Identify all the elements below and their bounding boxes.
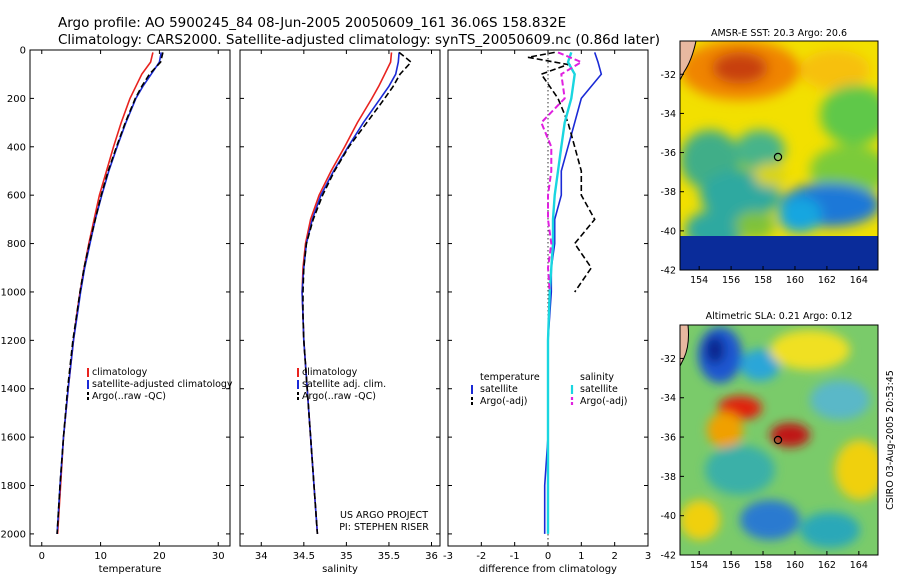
- salinity-series-line: [301, 52, 400, 534]
- depth-tick-label: 1800: [1, 481, 26, 492]
- sla-map-lat-label: -40: [660, 511, 676, 522]
- difference-x-tick-label: 3: [645, 551, 651, 562]
- sst-map-lat-label: -36: [660, 148, 676, 159]
- difference-x-tick-label: -1: [510, 551, 520, 562]
- sla-map-lat-label: -38: [660, 472, 676, 483]
- sst-map-lat-label: -32: [660, 70, 676, 81]
- difference-legend-right-label: satellite: [580, 384, 618, 395]
- difference-x-tick-label: -3: [443, 551, 453, 562]
- salinity-panel: salinity US ARGO PROJECT PI: STEPHEN RIS…: [239, 49, 441, 575]
- temperature-series-line: [56, 52, 154, 534]
- salinity-legend-label: Argo(..raw -QC): [302, 391, 376, 402]
- sla-map-lon-label: 156: [722, 560, 740, 571]
- sst-map-title: AMSR-E SST: 20.3 Argo: 20.6: [711, 28, 847, 39]
- difference-legend-right-label: Argo(-adj): [580, 396, 627, 407]
- difference-x-tick-label: -2: [476, 551, 486, 562]
- salinity-series-line: [302, 51, 413, 534]
- depth-tick-label: 0: [20, 46, 26, 57]
- header-line-1: Argo profile: AO 5900245_84 08-Jun-2005 …: [58, 15, 566, 31]
- depth-tick-label: 1400: [1, 384, 26, 395]
- sst-map-lon-label: 154: [690, 275, 708, 286]
- salinity-axes-frame: [239, 49, 441, 547]
- sla-map-lon-label: 164: [850, 560, 868, 571]
- footer-credit: CSIRO 03-Aug-2005 20:53:45: [885, 370, 896, 510]
- depth-tick-label: 400: [7, 142, 26, 153]
- salinity-x-tick-label: 34.5: [293, 551, 315, 562]
- salinity-series-line: [301, 52, 393, 534]
- sst-float-marker: [773, 152, 783, 162]
- sla-map-image: [680, 325, 878, 555]
- difference-x-tick-label: 1: [578, 551, 584, 562]
- temperature-legend-label: satellite-adjusted climatology: [92, 379, 233, 390]
- sst-map-lat-label: -42: [660, 266, 676, 277]
- temperature-panel: temperature: [29, 49, 231, 575]
- difference-x-tick-label: 0: [545, 551, 551, 562]
- temperature-series-line: [56, 52, 162, 534]
- salinity-x-tick-label: 35: [340, 551, 353, 562]
- sla-map-lon-label: 154: [690, 560, 708, 571]
- sst-map-lat-label: -34: [660, 109, 676, 120]
- sst-map-panel: AMSR-E SST: 20.3 Argo: 20.6: [679, 28, 879, 271]
- temperature-axes-frame: [29, 49, 231, 547]
- sla-map-lat-label: -42: [660, 551, 676, 562]
- sla-float-marker: [773, 435, 783, 445]
- sst-map-lat-label: -38: [660, 187, 676, 198]
- salinity-legend-label: satellite adj. clim.: [302, 379, 386, 390]
- temperature-x-tick-label: 10: [94, 551, 107, 562]
- temperature-xlabel: temperature: [99, 564, 162, 575]
- salinity-x-tick-label: 36: [425, 551, 438, 562]
- difference-legend-left-label: Argo(-adj): [480, 396, 527, 407]
- sla-map-lon-label: 158: [754, 560, 772, 571]
- salinity-x-tick-label: 35.5: [378, 551, 400, 562]
- difference-series-line: [540, 51, 584, 293]
- difference-legend-right-label: salinity: [580, 372, 614, 383]
- sla-map-lat-label: -36: [660, 433, 676, 444]
- temperature-x-tick-label: 0: [39, 551, 45, 562]
- temperature-x-tick-label: 30: [212, 551, 225, 562]
- difference-x-tick-label: 2: [611, 551, 617, 562]
- salinity-xlabel: salinity: [322, 564, 358, 575]
- depth-tick-label: 200: [7, 94, 26, 105]
- depth-tick-label: 2000: [1, 529, 26, 540]
- salinity-legend-label: climatology: [302, 367, 358, 378]
- sla-map-lat-label: -32: [660, 354, 676, 365]
- sst-map-image: [680, 41, 878, 270]
- sst-map-lon-label: 160: [786, 275, 804, 286]
- sst-map-lat-label: -40: [660, 226, 676, 237]
- temperature-legend-label: Argo(..raw -QC): [92, 391, 166, 402]
- sla-map-lat-label: -34: [660, 393, 676, 404]
- sla-map-lon-label: 162: [818, 560, 836, 571]
- depth-tick-label: 800: [7, 239, 26, 250]
- sst-map-lon-label: 156: [722, 275, 740, 286]
- difference-series-line: [546, 52, 576, 534]
- pi-label: PI: STEPHEN RISER: [339, 522, 429, 533]
- difference-series-line: [543, 52, 603, 534]
- temperature-legend-label: climatology: [92, 367, 148, 378]
- salinity-x-tick-label: 34: [255, 551, 268, 562]
- depth-tick-label: 1600: [1, 433, 26, 444]
- sla-map-title: Altimetric SLA: 0.21 Argo: 0.12: [706, 311, 853, 322]
- depth-tick-label: 600: [7, 191, 26, 202]
- sla-map-panel: Altimetric SLA: 0.21 Argo: 0.12: [679, 311, 879, 556]
- depth-tick-label: 1000: [1, 287, 26, 298]
- sst-map-lon-label: 162: [818, 275, 836, 286]
- difference-legend-left-label: temperature: [480, 372, 540, 383]
- depth-tick-label: 1200: [1, 336, 26, 347]
- project-label: US ARGO PROJECT: [340, 510, 428, 521]
- difference-xlabel: difference from climatology: [479, 564, 617, 575]
- sst-map-lon-label: 158: [754, 275, 772, 286]
- header-line-2: Climatology: CARS2000. Satellite-adjuste…: [58, 32, 660, 48]
- sst-map-lon-label: 164: [850, 275, 868, 286]
- difference-legend-left-label: satellite: [480, 384, 518, 395]
- sla-map-lon-label: 160: [786, 560, 804, 571]
- temperature-x-tick-label: 20: [153, 551, 166, 562]
- temperature-series-line: [56, 52, 164, 534]
